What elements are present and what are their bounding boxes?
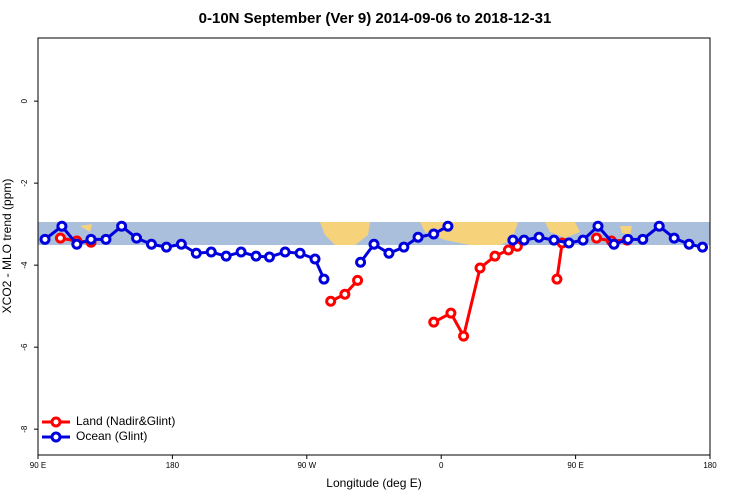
land-band xyxy=(545,222,580,238)
point xyxy=(697,241,709,253)
point xyxy=(131,232,143,244)
point xyxy=(294,247,306,259)
point xyxy=(591,232,603,244)
point xyxy=(383,247,395,259)
point xyxy=(279,246,291,258)
point xyxy=(250,250,262,262)
x-tick-label: 90 E xyxy=(30,461,46,470)
point xyxy=(190,247,202,259)
point xyxy=(683,238,695,250)
y-tick-label: -8 xyxy=(20,425,29,433)
y-axis-label: XCO2 - MLO trend (ppm) xyxy=(0,179,14,314)
point xyxy=(637,233,649,245)
point xyxy=(205,246,217,258)
point xyxy=(563,237,575,249)
legend-marker xyxy=(50,431,62,443)
point xyxy=(507,234,519,246)
legend-label: Land (Nadir&Glint) xyxy=(76,414,175,428)
point xyxy=(116,220,128,232)
land-band xyxy=(80,224,92,232)
point xyxy=(100,233,112,245)
point xyxy=(592,220,604,232)
point xyxy=(548,234,560,246)
land-band xyxy=(320,222,370,245)
y-tick-label: -6 xyxy=(20,343,29,351)
point xyxy=(325,295,337,307)
point xyxy=(412,231,424,243)
point xyxy=(474,262,486,274)
point xyxy=(71,238,83,250)
point xyxy=(355,256,367,268)
x-tick-label: 0 xyxy=(439,461,444,470)
point xyxy=(518,234,530,246)
point xyxy=(220,250,232,262)
point xyxy=(352,274,364,286)
point xyxy=(428,228,440,240)
point xyxy=(145,238,157,250)
point xyxy=(458,330,470,342)
legend-label: Ocean (Glint) xyxy=(76,429,147,443)
chart-title: 0-10N September (Ver 9) 2014-09-06 to 20… xyxy=(199,10,552,27)
point xyxy=(533,231,545,243)
point xyxy=(368,238,380,250)
point xyxy=(398,241,410,253)
point xyxy=(85,233,97,245)
point xyxy=(160,241,172,253)
point xyxy=(489,250,501,262)
point xyxy=(577,234,589,246)
x-tick-label: 180 xyxy=(166,461,180,470)
point xyxy=(339,288,351,300)
point xyxy=(318,273,330,285)
point xyxy=(54,232,66,244)
point xyxy=(445,307,457,319)
point xyxy=(442,220,454,232)
land-band xyxy=(620,226,632,235)
point xyxy=(39,233,51,245)
point xyxy=(235,246,247,258)
x-tick-label: 90 E xyxy=(567,461,583,470)
point xyxy=(309,253,321,265)
y-tick-label: -2 xyxy=(20,179,29,187)
series-line xyxy=(433,244,518,341)
x-tick-label: 90 W xyxy=(297,461,316,470)
point xyxy=(502,244,514,256)
point xyxy=(56,220,68,232)
point xyxy=(263,251,275,263)
y-tick-label: 0 xyxy=(20,98,29,103)
point xyxy=(653,220,665,232)
legend-marker xyxy=(50,416,62,428)
point xyxy=(668,232,680,244)
point xyxy=(428,316,440,328)
plot-frame xyxy=(37,37,711,456)
point xyxy=(551,273,563,285)
point xyxy=(175,238,187,250)
series-line xyxy=(555,242,564,280)
point xyxy=(622,233,634,245)
x-tick-label: 180 xyxy=(703,461,717,470)
point xyxy=(608,238,620,250)
y-tick-label: -4 xyxy=(20,261,29,269)
x-axis-label: Longitude (deg E) xyxy=(326,476,421,490)
